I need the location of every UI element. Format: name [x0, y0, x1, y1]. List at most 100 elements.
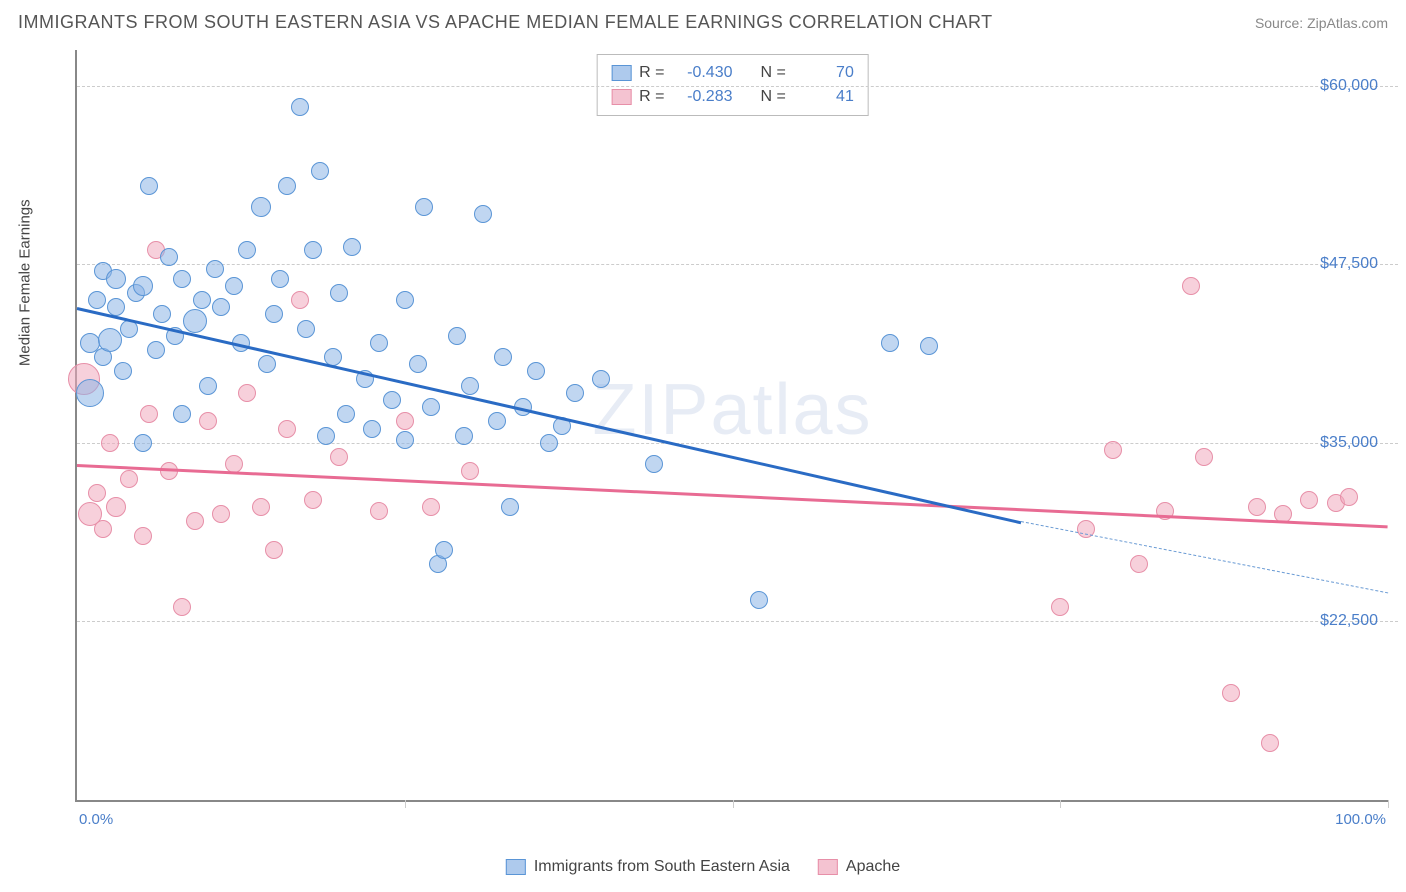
legend-row-pink: R = -0.283 N = 41	[611, 85, 854, 109]
scatter-point	[173, 270, 191, 288]
scatter-point	[1182, 277, 1200, 295]
scatter-point	[120, 470, 138, 488]
scatter-point	[107, 298, 125, 316]
gridline-v	[733, 800, 734, 808]
y-tick-label: $47,500	[1320, 255, 1378, 273]
scatter-point	[422, 398, 440, 416]
gridline-h	[77, 621, 1398, 622]
scatter-point	[1300, 491, 1318, 509]
x-tick-right: 100.0%	[1335, 811, 1386, 828]
scatter-point	[304, 491, 322, 509]
scatter-point	[251, 197, 271, 217]
scatter-point	[173, 598, 191, 616]
scatter-point	[76, 379, 104, 407]
trend-line	[77, 307, 1022, 524]
scatter-point	[1104, 441, 1122, 459]
scatter-point	[1248, 498, 1266, 516]
scatter-point	[133, 276, 153, 296]
plot-area: ZIPatlas R = -0.430 N = 70 R = -0.283 N …	[75, 50, 1388, 802]
scatter-point	[173, 405, 191, 423]
scatter-point	[212, 298, 230, 316]
trend-line	[77, 464, 1388, 528]
swatch-pink-icon	[818, 859, 838, 875]
scatter-point	[750, 591, 768, 609]
scatter-point	[540, 434, 558, 452]
gridline-v	[1388, 800, 1389, 808]
gridline-h	[77, 443, 1398, 444]
scatter-point	[101, 434, 119, 452]
scatter-point	[134, 527, 152, 545]
scatter-point	[1222, 684, 1240, 702]
scatter-point	[363, 420, 381, 438]
scatter-point	[98, 328, 122, 352]
scatter-point	[238, 384, 256, 402]
chart-title: IMMIGRANTS FROM SOUTH EASTERN ASIA VS AP…	[18, 12, 993, 33]
scatter-point	[134, 434, 152, 452]
scatter-point	[455, 427, 473, 445]
legend-item-pink: Apache	[818, 858, 900, 876]
scatter-point	[140, 405, 158, 423]
scatter-point	[265, 305, 283, 323]
scatter-point	[448, 327, 466, 345]
scatter-point	[265, 541, 283, 559]
gridline-h	[77, 264, 1398, 265]
scatter-point	[396, 412, 414, 430]
scatter-point	[94, 520, 112, 538]
scatter-point	[396, 291, 414, 309]
scatter-point	[291, 98, 309, 116]
chart-header: IMMIGRANTS FROM SOUTH EASTERN ASIA VS AP…	[0, 0, 1406, 41]
scatter-point	[370, 502, 388, 520]
scatter-point	[153, 305, 171, 323]
scatter-point	[278, 177, 296, 195]
scatter-point	[311, 162, 329, 180]
scatter-point	[337, 405, 355, 423]
swatch-pink-icon	[611, 89, 631, 105]
scatter-point	[592, 370, 610, 388]
scatter-point	[147, 341, 165, 359]
scatter-point	[488, 412, 506, 430]
scatter-point	[343, 238, 361, 256]
scatter-point	[1340, 488, 1358, 506]
scatter-point	[435, 541, 453, 559]
y-tick-label: $60,000	[1320, 77, 1378, 95]
watermark: ZIPatlas	[592, 369, 872, 451]
scatter-point	[330, 284, 348, 302]
chart-container: Median Female Earnings ZIPatlas R = -0.4…	[50, 50, 1388, 832]
scatter-point	[330, 448, 348, 466]
scatter-point	[106, 497, 126, 517]
scatter-point	[186, 512, 204, 530]
scatter-point	[183, 309, 207, 333]
x-tick-left: 0.0%	[79, 811, 113, 828]
scatter-point	[199, 412, 217, 430]
scatter-point	[383, 391, 401, 409]
scatter-point	[304, 241, 322, 259]
y-axis-label: Median Female Earnings	[17, 199, 34, 366]
scatter-point	[140, 177, 158, 195]
trend-line-extrapolated	[1021, 521, 1388, 593]
scatter-point	[212, 505, 230, 523]
scatter-point	[645, 455, 663, 473]
y-tick-label: $35,000	[1320, 434, 1378, 452]
scatter-point	[278, 420, 296, 438]
scatter-point	[370, 334, 388, 352]
scatter-point	[291, 291, 309, 309]
scatter-point	[1261, 734, 1279, 752]
scatter-point	[114, 362, 132, 380]
scatter-point	[566, 384, 584, 402]
scatter-point	[461, 462, 479, 480]
scatter-point	[225, 277, 243, 295]
scatter-point	[252, 498, 270, 516]
scatter-point	[422, 498, 440, 516]
scatter-point	[415, 198, 433, 216]
gridline-v	[405, 800, 406, 808]
scatter-point	[193, 291, 211, 309]
scatter-point	[297, 320, 315, 338]
scatter-point	[474, 205, 492, 223]
scatter-point	[106, 269, 126, 289]
scatter-point	[271, 270, 289, 288]
scatter-point	[494, 348, 512, 366]
scatter-point	[317, 427, 335, 445]
legend-row-blue: R = -0.430 N = 70	[611, 61, 854, 85]
scatter-point	[920, 337, 938, 355]
scatter-point	[206, 260, 224, 278]
